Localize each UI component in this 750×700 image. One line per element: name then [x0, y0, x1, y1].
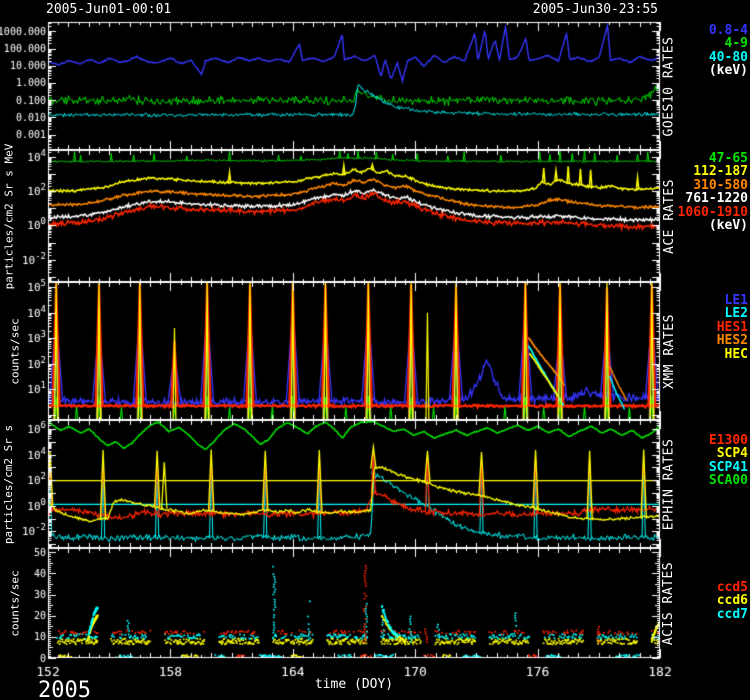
channel-label-xmm-le2: LE2: [724, 306, 748, 322]
channel-label-goes-mid: 4-9: [724, 36, 748, 52]
channel-label-acis-ccd5: ccd5: [716, 580, 748, 595]
year-label: 2005: [38, 678, 91, 700]
xmm-legend: LE1 LE2 HES1 HES2 HEC: [654, 294, 748, 361]
ace-legend: 47-65 112-187 310-580 761-1220 1060-1910…: [654, 151, 748, 234]
channel-label-ace-2: 112-187: [693, 164, 748, 180]
acis-legend: ccd5 ccd6 ccd7: [654, 580, 748, 622]
channel-label-ephin-scp41: SCP41: [708, 459, 748, 475]
ephin-legend: E1300 SCP4 SCP41 SCA00: [654, 434, 748, 488]
channel-label-acis-ccd7: ccd7: [716, 606, 748, 622]
channel-label-xmm-hes2: HES2: [716, 333, 748, 349]
channel-label-ephin-scp4: SCP4: [716, 446, 748, 462]
start-datetime: 2005-Jun01-00:01: [46, 2, 172, 17]
channel-label-xmm-le1: LE1: [724, 293, 748, 308]
ephin-y-axis-label: particles/cm2 Sr s: [2, 424, 16, 544]
goes10-legend: 0.8-4 4-9 40-80 (keV): [654, 24, 748, 78]
channel-label-ephin-e1300: E1300: [708, 433, 748, 448]
end-datetime: 2005-Jun30-23:55: [532, 2, 658, 17]
xmm-y-axis-label: counts/sec: [8, 317, 22, 385]
channel-label-ace-4: 761-1220: [685, 191, 748, 207]
acis-y-axis-label: counts/sec: [8, 569, 22, 637]
channel-unit-goes: (keV): [708, 63, 748, 79]
channel-label-acis-ccd6: ccd6: [716, 593, 748, 609]
channel-label-goes-low: 0.8-4: [708, 23, 748, 38]
x-axis-label: time (DOY): [314, 677, 394, 692]
ace-y-axis-label: particles/cm2 Sr s MeV: [2, 143, 16, 289]
channel-label-ephin-sca00: SCA00: [708, 473, 748, 489]
channel-unit-ace: (keV): [708, 218, 748, 234]
channel-label-goes-high: 40-80: [708, 49, 748, 65]
channel-label-xmm-hec: HEC: [724, 346, 748, 362]
channel-label-ace-5: 1060-1910: [677, 204, 748, 220]
channel-label-ace-1: 47-65: [708, 151, 748, 166]
channel-label-xmm-hes1: HES1: [716, 319, 748, 335]
channel-label-ace-3: 310-580: [693, 177, 748, 193]
